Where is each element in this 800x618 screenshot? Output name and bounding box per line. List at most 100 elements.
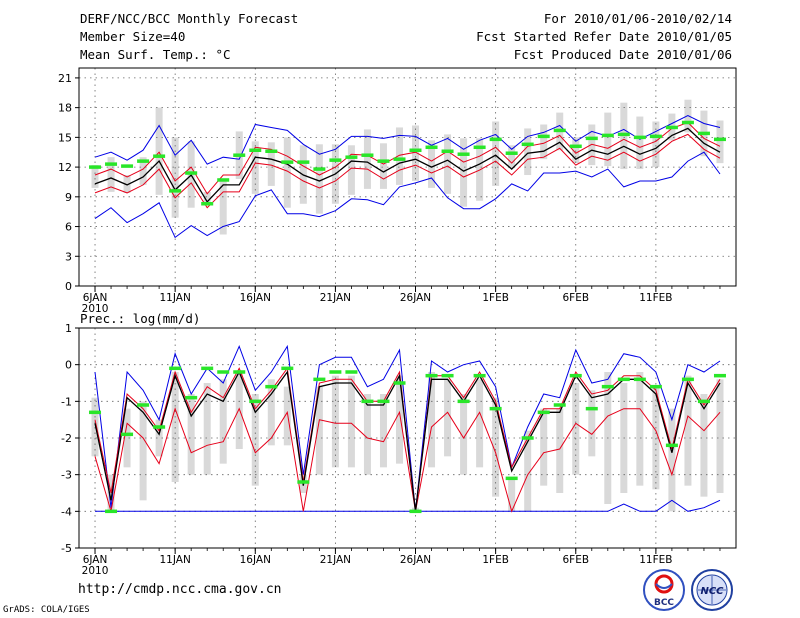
spread-box [460,138,468,207]
y-tick-label: -4 [61,505,72,518]
series-line-max [94,344,721,512]
spread-box [347,145,355,195]
spread-box [219,379,227,464]
spread-box [476,379,484,468]
x-tick-label: 6FEB [562,554,589,566]
spread-box [91,165,99,188]
spread-box [283,137,291,208]
spread-box [155,419,163,457]
spread-box [283,386,291,446]
series-line-min [94,151,721,239]
y-tick-label: 3 [65,250,72,263]
spread-box [347,375,355,468]
spread-box [604,112,612,167]
spread-box [315,144,323,214]
spread-box [428,372,436,468]
y-tick-label: 21 [58,72,72,85]
spread-box [412,125,420,181]
spread-box [203,383,211,475]
x-tick-label: 11FEB [639,292,672,304]
spread-box [219,178,227,235]
y-tick-label: 15 [58,131,72,144]
x-tick-label: 11JAN [159,554,190,566]
spread-box [171,137,179,218]
spread-box [107,157,115,192]
series-line-p10 [94,407,721,513]
forecast-period: For 2010/01/06-2010/02/14 [543,11,732,26]
spread-box [668,408,676,512]
x-tick-label: 6FEB [562,292,589,304]
x-tick-label: 1FEB [482,292,509,304]
spread-box [379,143,387,189]
spread-box [395,127,403,185]
spread-box [267,142,275,186]
spread-box [572,137,580,164]
variable1-label: Mean Surf. Temp.: °C [80,47,231,62]
spread-box [540,124,548,160]
x-tick-label: 26JAN [400,554,431,566]
y-tick-label: 18 [58,102,72,115]
spread-box [267,379,275,446]
series-line-p90 [94,121,721,195]
x-tick-label: 11FEB [639,554,672,566]
spread-box [636,372,644,486]
y-tick-label: 1 [65,322,72,335]
y-tick-label: 12 [58,161,72,174]
spread-box [379,394,387,468]
spread-box [444,379,452,457]
series-line-mean [94,370,721,512]
footer-credit: GrADS: COLA/IGES [3,605,90,615]
plot-frame [78,67,737,287]
spread-box [235,372,243,449]
series-line-max [94,115,721,165]
spread-box [155,107,163,195]
y-tick-label: -5 [61,542,72,555]
ncc-logo-text: NCC [700,586,724,597]
spread-box [540,408,548,486]
spread-box [460,394,468,475]
spread-box [700,394,708,497]
chart-title: DERF/NCC/BCC Monthly Forecast [80,11,299,26]
spread-box [187,394,195,475]
x-tick-label: 16JAN [240,292,271,304]
x-tick-label: 6JAN [83,292,108,304]
spread-box [363,129,371,189]
spread-box [716,379,724,493]
spread-box [636,116,644,170]
spread-box [492,397,500,497]
spread-box [508,478,516,512]
y-tick-label: -2 [61,432,72,445]
footer-url[interactable]: http://cmdp.ncc.cma.gov.cn [78,582,282,597]
spread-box [428,140,436,188]
spread-box [588,390,596,457]
series-line-mean [94,127,721,203]
spread-box [139,157,147,185]
ncc-logo-icon: NCC [691,569,733,611]
spread-box [203,191,211,204]
spread-box [363,394,371,475]
y-tick-label: 9 [65,191,72,204]
panel2-title: Prec.: log(mm/d) [80,311,200,326]
spread-box [556,408,564,493]
spread-box [139,401,147,501]
y-tick-label: 0 [65,359,72,372]
spread-box [524,128,532,176]
spread-box [444,134,452,194]
spread-box [492,121,500,186]
bcc-logo-text: BCC [654,598,674,608]
x-tick-label: 21JAN [320,554,351,566]
spread-box [395,375,403,464]
spread-box [524,430,532,512]
x-tick-label: 21JAN [320,292,351,304]
y-tick-label: 0 [65,280,72,293]
y-tick-label: -1 [61,395,72,408]
fcst-started-date: Fcst Started Refer Date 2010/01/05 [476,29,732,44]
spread-box [684,375,692,486]
x-tick-year: 2010 [82,303,109,315]
y-tick-label: 6 [65,221,72,234]
x-tick-label: 26JAN [400,292,431,304]
spread-box [251,394,259,486]
